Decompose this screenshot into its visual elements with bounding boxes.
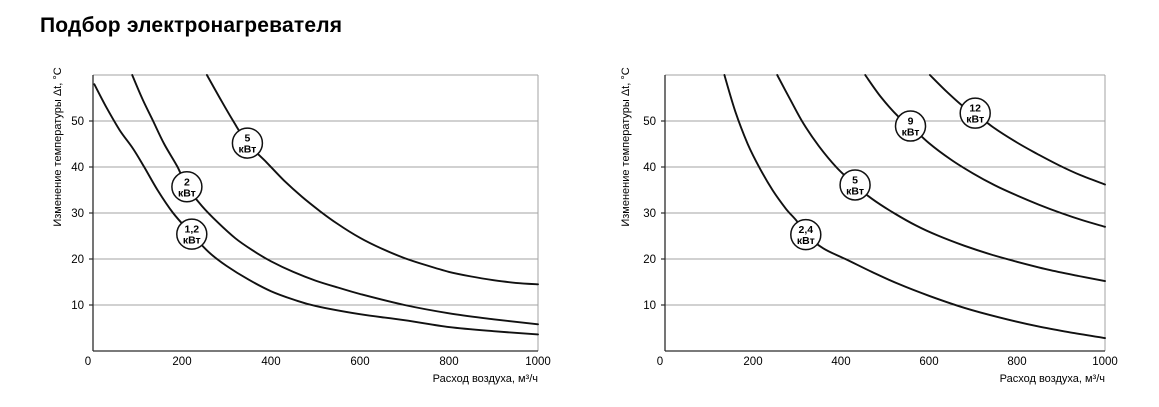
power-badge-circle bbox=[959, 97, 991, 129]
power-badge-circle bbox=[839, 169, 871, 201]
y-tick-10: 10 bbox=[643, 300, 656, 312]
right-heater-chart-svg: 10 20 30 40 50 0 200 400 600 800 1000 Расход воздух… bbox=[620, 67, 1118, 385]
x-tick-200: 200 bbox=[743, 356, 762, 368]
left-heater-chart-svg: 10 20 30 40 50 0 200 400 600 800 1000 Расход воздух… bbox=[52, 67, 551, 385]
y-tick-20: 20 bbox=[643, 254, 656, 266]
badge-power-unit: кВт bbox=[797, 235, 815, 247]
y-tick-50: 50 bbox=[643, 116, 656, 128]
x-tick-1000: 1000 bbox=[525, 356, 551, 368]
badge-power-unit: кВт bbox=[178, 187, 196, 199]
badge-power-unit: кВт bbox=[966, 114, 984, 126]
badge-power-value: 5 bbox=[852, 174, 858, 186]
x-tick-400: 400 bbox=[831, 356, 850, 368]
x-axis-title: Расход воздуха, м³/ч bbox=[1000, 373, 1105, 385]
power-badge-circle bbox=[176, 218, 208, 250]
y-tick-40: 40 bbox=[643, 162, 656, 174]
x-tick-400: 400 bbox=[261, 356, 280, 368]
badge-power-unit: кВт bbox=[846, 185, 864, 197]
y-tick-20: 20 bbox=[71, 254, 84, 266]
power-badge-circle bbox=[894, 110, 927, 142]
axes bbox=[661, 75, 1105, 352]
y-tick-labels: 10 20 30 40 50 bbox=[71, 116, 84, 312]
y-axis-title: Изменение температуры Δt, °C bbox=[620, 67, 632, 226]
power-badge-circle bbox=[231, 127, 264, 159]
y-axis-title: Изменение температуры Δt, °C bbox=[52, 67, 64, 226]
badge-power-value: 2,4 bbox=[798, 224, 813, 236]
badge-power-unit: кВт bbox=[238, 144, 256, 156]
badge-power-value: 9 bbox=[908, 116, 914, 128]
x-tick-1000: 1000 bbox=[1092, 356, 1118, 368]
gridlines bbox=[665, 74, 1105, 306]
y-tick-labels: 10 20 30 40 50 bbox=[643, 116, 656, 312]
x-tick-200: 200 bbox=[172, 356, 191, 368]
badge-power-unit: кВт bbox=[902, 127, 920, 139]
y-tick-30: 30 bbox=[643, 208, 656, 220]
x-tick-0: 0 bbox=[85, 356, 91, 368]
y-tick-10: 10 bbox=[71, 300, 84, 312]
heater-chart-left: 10 20 30 40 50 0 200 400 600 800 1000 Расход воздух… bbox=[40, 55, 558, 407]
curve-5-квт bbox=[776, 74, 1106, 283]
badge-power-value: 2 bbox=[184, 176, 190, 188]
curve-9-квт bbox=[864, 74, 1106, 228]
gridlines bbox=[93, 74, 538, 306]
badge-power-unit: кВт bbox=[183, 235, 201, 247]
x-tick-600: 600 bbox=[350, 356, 369, 368]
curve-2-4-квт bbox=[723, 74, 1106, 340]
x-tick-800: 800 bbox=[439, 356, 458, 368]
x-tick-600: 600 bbox=[919, 356, 938, 368]
x-tick-0: 0 bbox=[657, 356, 663, 368]
x-tick-800: 800 bbox=[1007, 356, 1026, 368]
x-tick-labels: 0 200 400 600 800 1000 bbox=[85, 356, 551, 368]
curve-1-2-квт bbox=[93, 83, 539, 336]
curves bbox=[93, 74, 539, 336]
x-tick-labels: 0 200 400 600 800 1000 bbox=[657, 356, 1118, 368]
power-badge-circle bbox=[790, 218, 822, 251]
page-title: Подбор электронагревателя bbox=[40, 14, 343, 37]
badge-power-value: 1,2 bbox=[184, 224, 199, 236]
power-badge-circle bbox=[171, 171, 203, 203]
curve-2-квт bbox=[131, 74, 539, 326]
heater-chart-right: 10 20 30 40 50 0 200 400 600 800 1000 Расход воздух… bbox=[608, 55, 1159, 407]
axes bbox=[89, 75, 538, 352]
x-axis-title: Расход воздуха, м³/ч bbox=[433, 373, 538, 385]
curve-12-квт bbox=[928, 74, 1106, 186]
y-tick-40: 40 bbox=[71, 162, 84, 174]
badge-power-value: 12 bbox=[969, 103, 981, 115]
y-tick-50: 50 bbox=[71, 116, 84, 128]
y-tick-30: 30 bbox=[71, 208, 84, 220]
badge-power-value: 5 bbox=[244, 133, 250, 145]
